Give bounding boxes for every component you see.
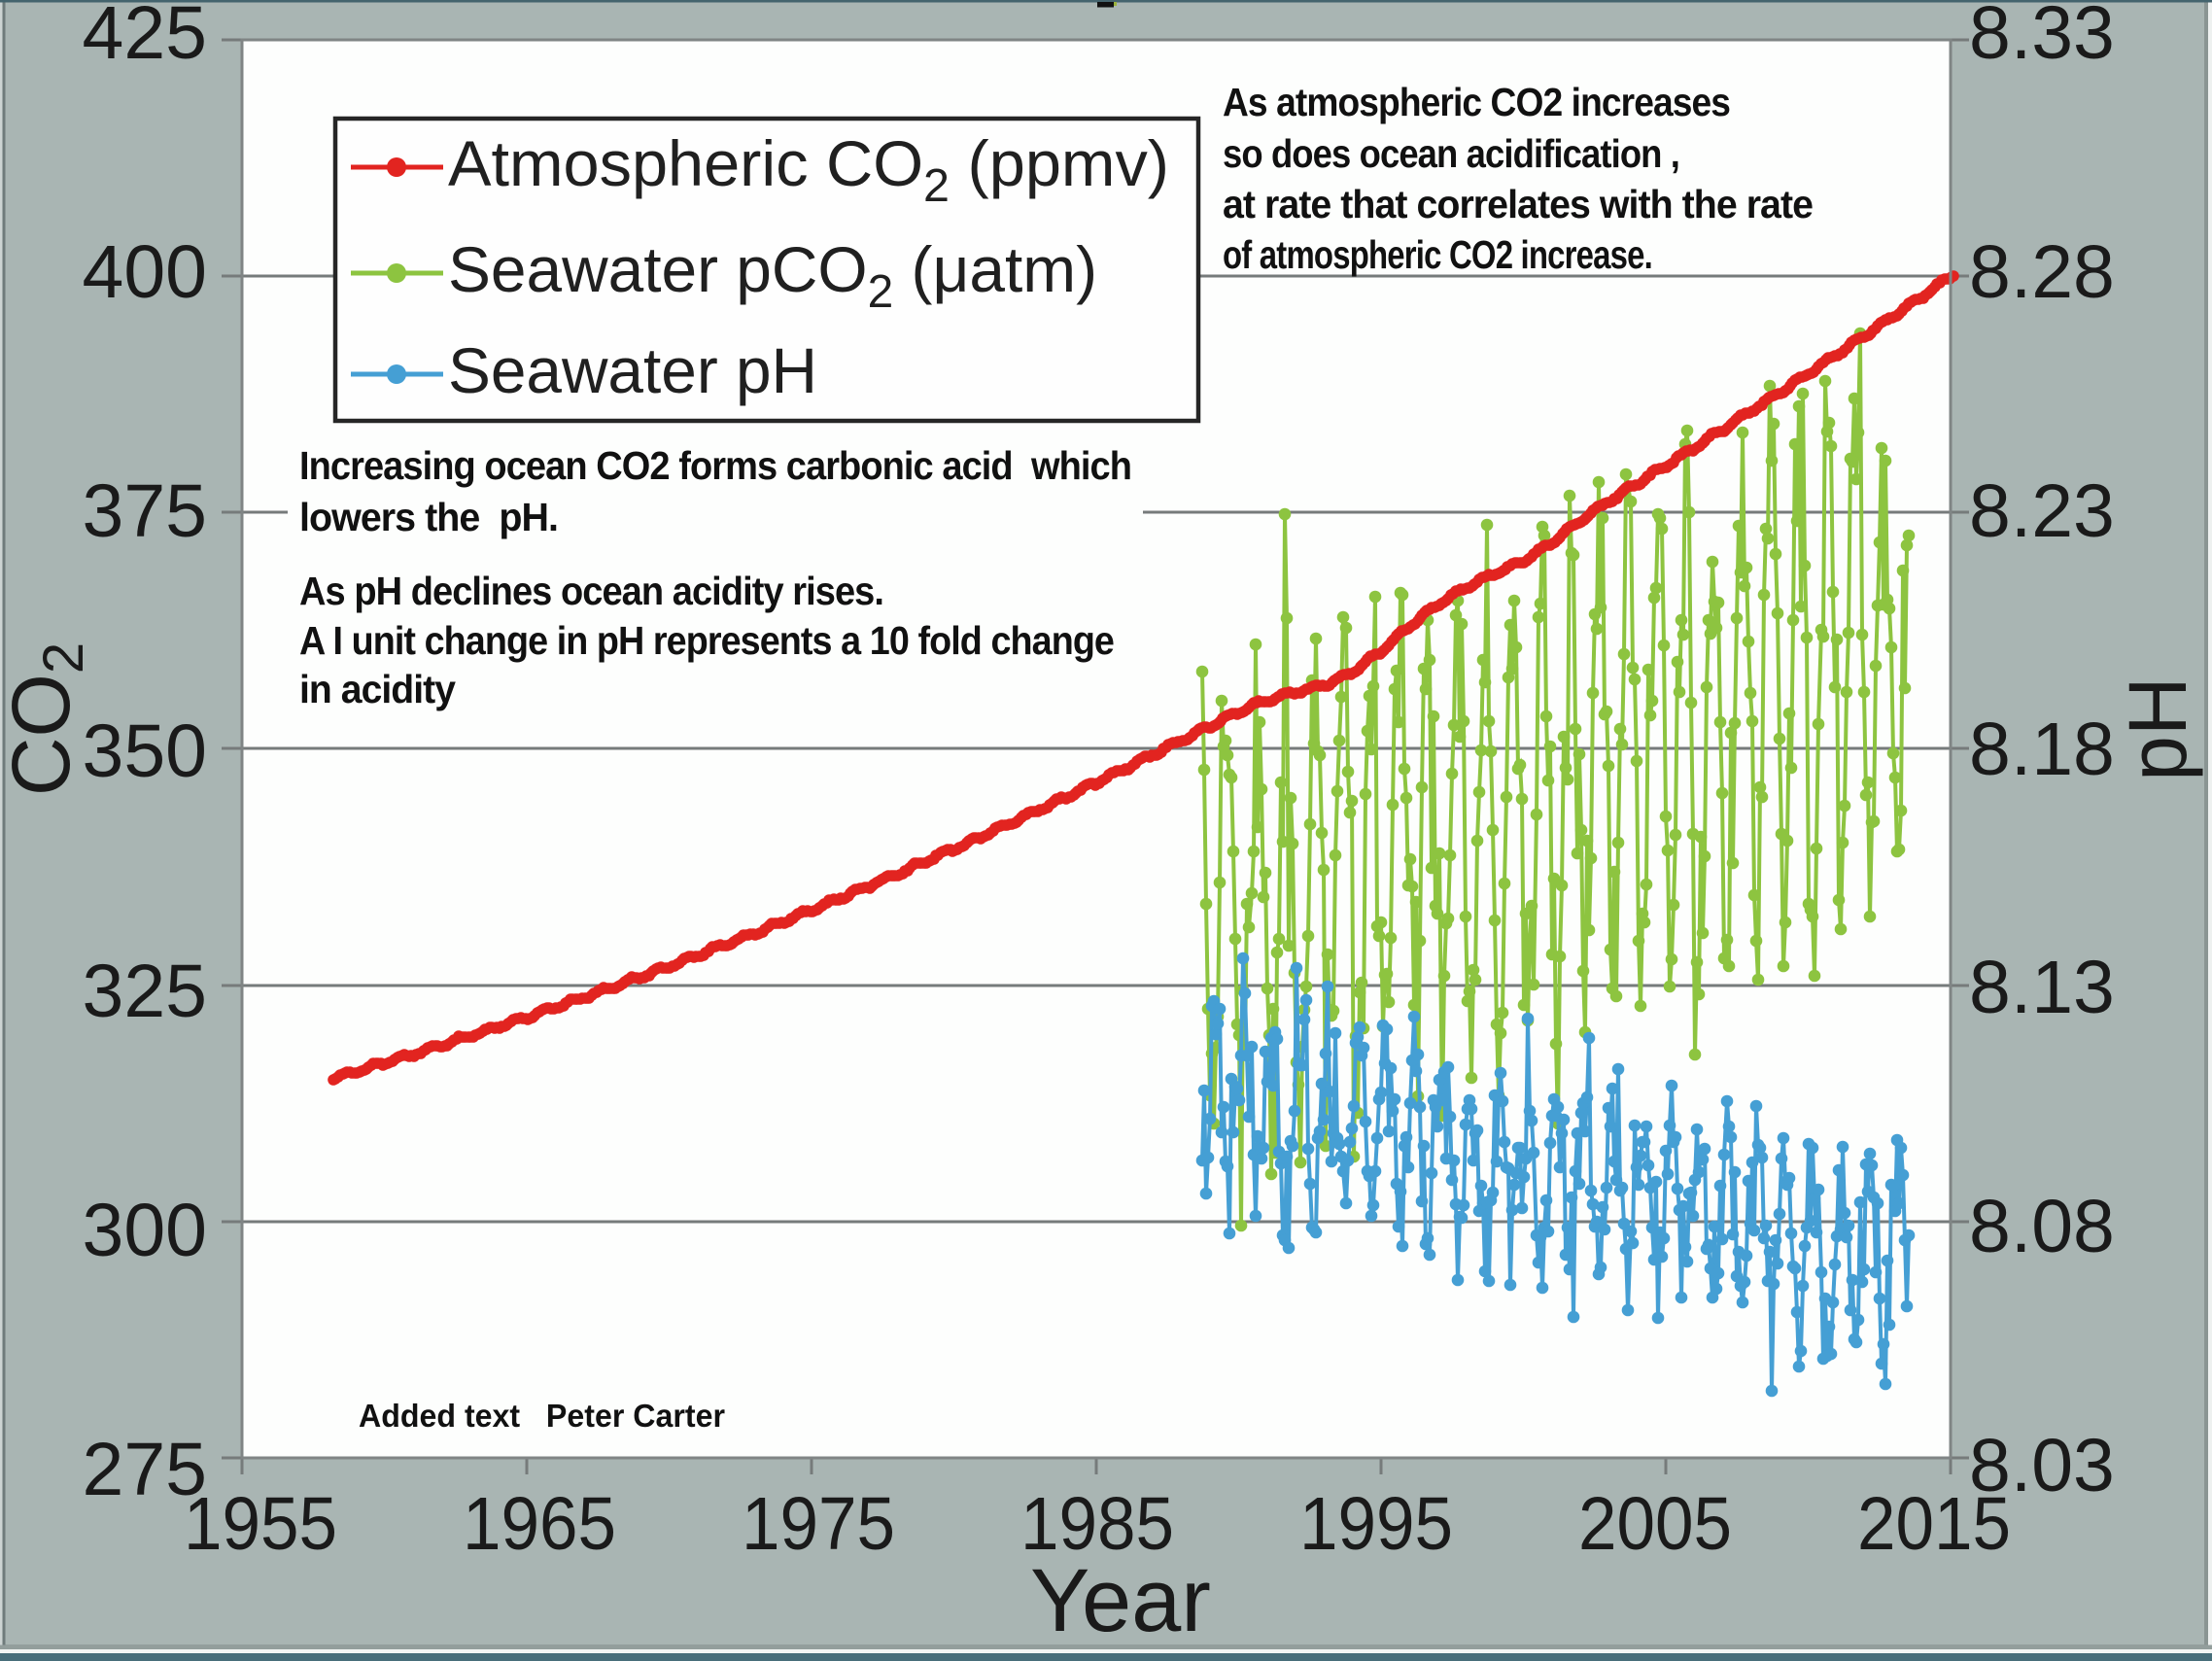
svg-text:lowers the pH.: lowers the pH. [299,495,558,539]
svg-text:8.23: 8.23 [1969,469,2115,553]
svg-text:1985: 1985 [1020,1482,1174,1566]
svg-text:8.33: 8.33 [1969,0,2115,75]
svg-text:400: 400 [83,230,207,314]
svg-text:Added text Peter Carter: Added text Peter Carter [359,1398,725,1434]
svg-text:325: 325 [83,950,207,1033]
svg-text:1995: 1995 [1299,1482,1453,1566]
svg-text:1965: 1965 [463,1482,616,1566]
svg-text:300: 300 [83,1189,207,1272]
svg-text:at rate that correlates with t: at rate that correlates with the rate [1223,182,1813,226]
svg-text:in acidity: in acidity [299,667,456,711]
svg-text:8.28: 8.28 [1969,230,2115,314]
svg-text:so does ocean acidification ,: so does ocean acidification , [1223,131,1679,176]
svg-text:8.03: 8.03 [1969,1424,2115,1507]
svg-text:8.13: 8.13 [1969,946,2115,1029]
svg-text:8.08: 8.08 [1969,1185,2115,1268]
svg-text:Atmospheric CO2 (ppmv): Atmospheric CO 2 (ppmv) [448,127,1169,212]
svg-text:pH: pH [2112,676,2203,780]
svg-text:350: 350 [83,709,207,793]
svg-text:As atmospheric CO2 increases: As atmospheric CO2 increases [1223,80,1730,124]
svg-text:275: 275 [83,1428,207,1511]
svg-text:Increasing ocean CO2 forms car: Increasing ocean CO2 forms carbonic acid… [299,443,1131,488]
svg-text:2015: 2015 [1857,1482,2011,1566]
svg-text:of atmospheric CO2 increase.: of atmospheric CO2 increase. [1223,232,1652,277]
svg-text:375: 375 [83,469,207,553]
svg-text:A I unit change in pH represen: A I unit change in pH represents a 10 fo… [299,618,1114,663]
svg-text:2005: 2005 [1578,1482,1732,1566]
svg-text:Seawater pCO2 (μatm): Seawater pCO2 (μatm) [448,233,1097,318]
svg-text:1975: 1975 [742,1482,895,1566]
svg-text:425: 425 [83,0,207,75]
svg-text:As pH declines ocean acidity r: As pH declines ocean acidity rises. [299,569,883,613]
svg-text:1955: 1955 [184,1482,337,1566]
svg-text:Year: Year [1030,1551,1211,1650]
svg-text:Seawater pH: Seawater pH [448,334,817,406]
svg-text:8.18: 8.18 [1969,708,2115,791]
